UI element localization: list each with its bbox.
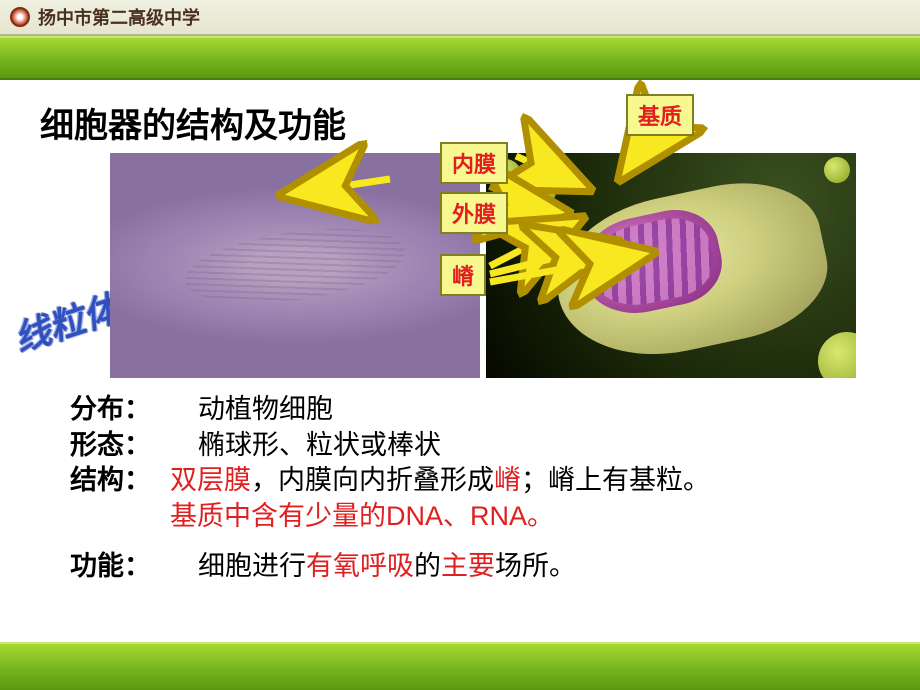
microscopy-image <box>110 153 480 378</box>
structure-line1: 双层膜，内膜向内折叠形成嵴；嵴上有基粒。 <box>170 463 710 499</box>
shape-key: 形态： <box>70 428 170 464</box>
image-row <box>110 153 880 378</box>
slide-content: 细胞器的结构及功能 线粒体 基质 内膜 外膜 嵴 <box>0 80 920 642</box>
label-matrix: 基质 <box>626 94 694 136</box>
row-structure: 结构： 双层膜，内膜向内折叠形成嵴；嵴上有基粒。 <box>70 463 880 499</box>
row-shape: 形态： 椭球形、粒状或棒状 <box>70 428 880 464</box>
structure-line2: 基质中含有少量的DNA、RNA。 <box>170 499 880 535</box>
school-logo-icon <box>10 7 30 27</box>
label-inner-membrane: 内膜 <box>440 142 508 184</box>
function-val: 细胞进行有氧呼吸的主要场所。 <box>198 549 576 585</box>
vesicle-icon <box>534 181 556 203</box>
bottom-green-band <box>0 642 920 690</box>
structure-key: 结构： <box>70 463 170 499</box>
page-title: 细胞器的结构及功能 <box>40 98 880 147</box>
structure-p1a: 双层膜 <box>170 465 251 495</box>
school-name: 扬中市第二高级中学 <box>38 4 200 30</box>
function-pe: 场所。 <box>495 551 576 581</box>
distribution-val: 动植物细胞 <box>198 392 333 428</box>
vesicle-icon <box>818 332 856 378</box>
structure-p1b: ，内膜向内折叠形成 <box>251 465 494 495</box>
header-bar: 扬中市第二高级中学 <box>0 0 920 36</box>
shape-val: 椭球形、粒状或棒状 <box>198 428 441 464</box>
distribution-key: 分布： <box>70 392 170 428</box>
render-image <box>486 153 856 378</box>
function-pd: 主要 <box>441 551 495 581</box>
function-pa: 细胞进行 <box>198 551 306 581</box>
label-cristae: 嵴 <box>440 254 486 296</box>
function-key: 功能： <box>70 549 170 585</box>
row-distribution: 分布： 动植物细胞 <box>70 392 880 428</box>
function-pc: 的 <box>414 551 441 581</box>
mitochondria-side-label: 线粒体 <box>7 280 126 363</box>
top-green-band <box>0 36 920 80</box>
vesicle-icon <box>824 157 850 183</box>
structure-p1d: ；嵴上有基粒。 <box>521 465 710 495</box>
row-function: 功能： 细胞进行有氧呼吸的主要场所。 <box>70 549 880 585</box>
label-outer-membrane: 外膜 <box>440 192 508 234</box>
function-pb: 有氧呼吸 <box>306 551 414 581</box>
info-block: 分布： 动植物细胞 形态： 椭球形、粒状或棒状 结构： 双层膜，内膜向内折叠形成… <box>70 392 880 584</box>
structure-p1c: 嵴 <box>494 465 521 495</box>
